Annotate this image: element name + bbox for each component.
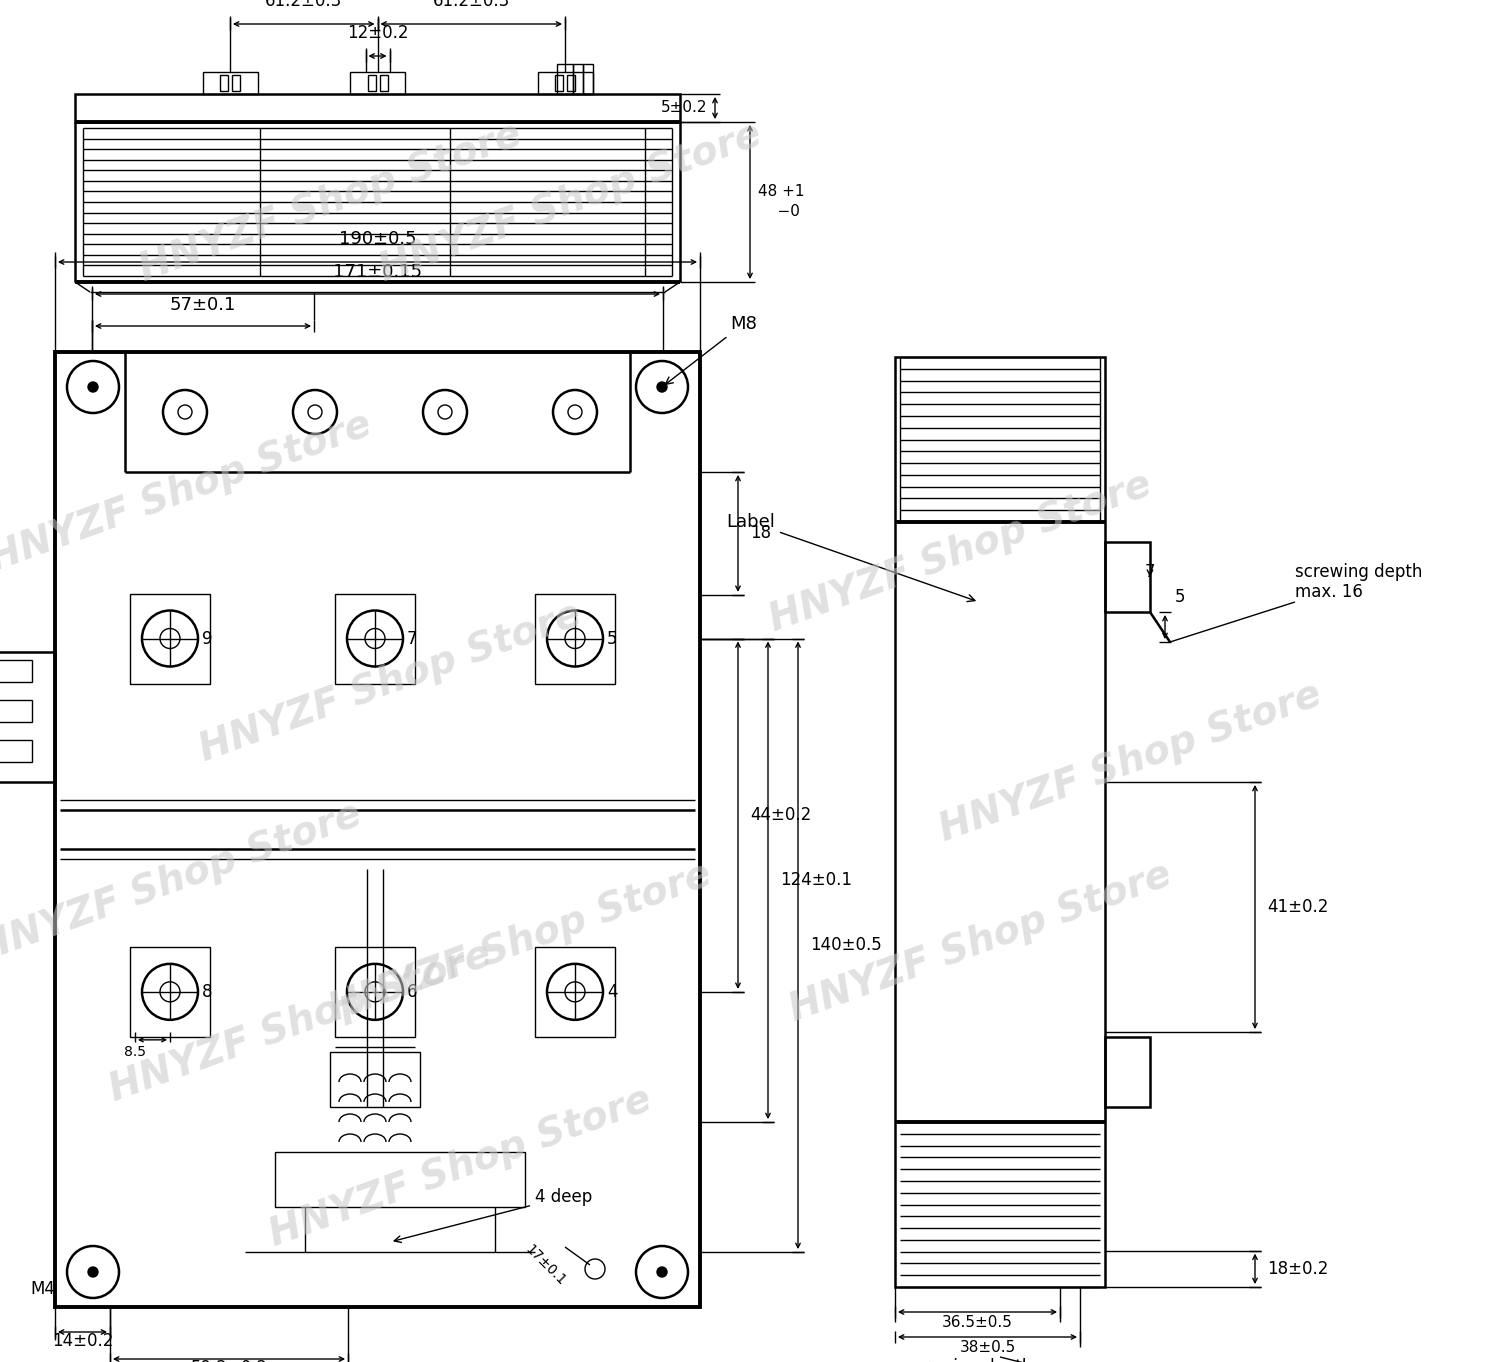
Text: 5: 5 <box>608 629 618 647</box>
Circle shape <box>657 1267 667 1278</box>
Bar <box>367 75 376 91</box>
Bar <box>130 594 211 684</box>
Bar <box>349 72 405 94</box>
Text: 8: 8 <box>202 983 212 1001</box>
Text: HNYZF Shop Store: HNYZF Shop Store <box>0 795 366 968</box>
Bar <box>231 75 240 91</box>
Text: HNYZF Shop Store: HNYZF Shop Store <box>764 464 1156 639</box>
Text: 61.2±0.3: 61.2±0.3 <box>433 0 511 10</box>
Circle shape <box>657 381 667 392</box>
Circle shape <box>88 1267 99 1278</box>
Text: M8: M8 <box>666 315 757 384</box>
Text: 41±0.2: 41±0.2 <box>1268 898 1329 917</box>
Text: HNYZF Shop Store: HNYZF Shop Store <box>194 595 587 770</box>
Text: 4 deep: 4 deep <box>394 1188 593 1242</box>
Text: 36.5±0.5: 36.5±0.5 <box>942 1314 1012 1331</box>
Bar <box>1105 1036 1150 1107</box>
Bar <box>894 357 1105 1287</box>
Bar <box>219 75 228 91</box>
Text: 14±0.2: 14±0.2 <box>52 1332 113 1350</box>
Text: 5±0.2: 5±0.2 <box>660 101 708 116</box>
Bar <box>75 94 679 123</box>
Text: 18±0.2: 18±0.2 <box>1268 1260 1329 1278</box>
Bar <box>203 72 257 94</box>
Text: HNYZF Shop Store: HNYZF Shop Store <box>784 855 1176 1028</box>
Bar <box>534 594 615 684</box>
Bar <box>55 351 700 1308</box>
Text: HNYZF Shop Store: HNYZF Shop Store <box>103 936 496 1109</box>
Text: HNYZF Shop Store: HNYZF Shop Store <box>933 676 1326 849</box>
Text: HNYZF Shop Store: HNYZF Shop Store <box>0 405 376 579</box>
Bar <box>537 72 593 94</box>
Text: 61.2±0.3: 61.2±0.3 <box>266 0 342 10</box>
Text: 18: 18 <box>749 524 770 542</box>
Bar <box>0 659 31 682</box>
Bar <box>557 64 573 94</box>
Text: −0: −0 <box>758 204 800 219</box>
Text: 9: 9 <box>202 629 212 647</box>
Text: screwing depth
max. 8: screwing depth max. 8 <box>905 1358 1032 1362</box>
Text: 12±0.2: 12±0.2 <box>346 25 408 42</box>
Text: HNYZF Shop Store: HNYZF Shop Store <box>324 855 717 1028</box>
Text: 48 +1: 48 +1 <box>758 184 805 199</box>
Text: 124±0.1: 124±0.1 <box>779 872 853 889</box>
Text: 17±0.1: 17±0.1 <box>523 1242 567 1288</box>
Text: HNYZF Shop Store: HNYZF Shop Store <box>373 114 766 289</box>
Bar <box>275 1152 526 1207</box>
Text: 59.2±0.2: 59.2±0.2 <box>191 1359 267 1362</box>
Bar <box>534 947 615 1036</box>
Bar <box>567 75 575 91</box>
Bar <box>0 700 31 722</box>
Text: 171±0.15: 171±0.15 <box>333 263 423 281</box>
Bar <box>334 947 415 1036</box>
Text: HNYZF Shop Store: HNYZF Shop Store <box>264 1080 657 1254</box>
Text: HNYZF Shop Store: HNYZF Shop Store <box>134 114 527 289</box>
Text: 7: 7 <box>408 629 418 647</box>
Bar <box>0 652 55 782</box>
Text: Label: Label <box>726 513 975 602</box>
Text: 5: 5 <box>1175 588 1185 606</box>
Text: 7: 7 <box>1145 563 1156 582</box>
Text: M4: M4 <box>30 1280 55 1298</box>
Text: 4: 4 <box>608 983 618 1001</box>
Text: 44±0.2: 44±0.2 <box>749 806 811 824</box>
Bar <box>573 64 582 94</box>
Bar <box>582 64 593 94</box>
Text: screwing depth
max. 16: screwing depth max. 16 <box>1294 563 1423 602</box>
Bar <box>555 75 563 91</box>
Text: 57±0.1: 57±0.1 <box>170 296 236 315</box>
Text: 38±0.5: 38±0.5 <box>960 1340 1015 1355</box>
Bar <box>334 594 415 684</box>
Bar <box>330 1051 420 1107</box>
Text: 8.5: 8.5 <box>124 1045 146 1058</box>
Text: 6: 6 <box>408 983 418 1001</box>
Text: 190±0.5: 190±0.5 <box>339 230 417 248</box>
Bar <box>0 740 31 761</box>
Text: 140±0.5: 140±0.5 <box>811 936 882 955</box>
Bar <box>1105 542 1150 612</box>
Bar <box>130 947 211 1036</box>
Bar <box>379 75 388 91</box>
Circle shape <box>88 381 99 392</box>
